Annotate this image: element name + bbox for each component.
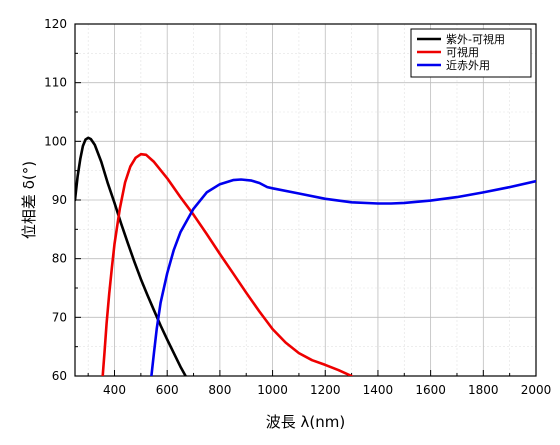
x-axis-title: 波長 λ(nm) — [266, 413, 345, 431]
y-tick-label: 100 — [44, 134, 67, 148]
y-tick-labels: 60 70 80 90 100 110 120 — [44, 17, 67, 383]
x-tick-label: 1400 — [363, 383, 394, 397]
x-tick-label: 1600 — [415, 383, 446, 397]
legend-label-nir: 近赤外用 — [446, 59, 490, 72]
y-tick-label: 90 — [52, 193, 67, 207]
y-tick-label: 110 — [44, 76, 67, 90]
axis-ticks — [75, 23, 537, 377]
x-tick-label: 600 — [156, 383, 179, 397]
x-tick-labels: 400 600 800 1000 1200 1400 1600 1800 2000 — [103, 383, 551, 397]
y-tick-label: 80 — [52, 252, 67, 266]
legend-label-visible: 可視用 — [446, 45, 479, 59]
x-tick-label: 2000 — [521, 383, 552, 397]
x-tick-label: 800 — [208, 383, 231, 397]
x-tick-label: 400 — [103, 383, 126, 397]
legend: 紫外-可視用 可視用 近赤外用 — [410, 28, 532, 78]
series-line-1 — [101, 152, 353, 376]
y-tick-label: 70 — [52, 310, 67, 324]
series-line-0 — [75, 136, 187, 376]
series-line-2 — [150, 178, 536, 376]
y-axis-title: 位相差 δ(°) — [20, 161, 38, 239]
y-tick-label: 120 — [44, 17, 67, 31]
grid — [75, 24, 536, 376]
x-tick-label: 1200 — [310, 383, 341, 397]
legend-label-uv-vis: 紫外-可視用 — [446, 32, 505, 46]
x-tick-label: 1000 — [257, 383, 288, 397]
series-layer — [75, 136, 536, 376]
y-tick-label: 60 — [52, 369, 67, 383]
x-tick-label: 1800 — [468, 383, 499, 397]
